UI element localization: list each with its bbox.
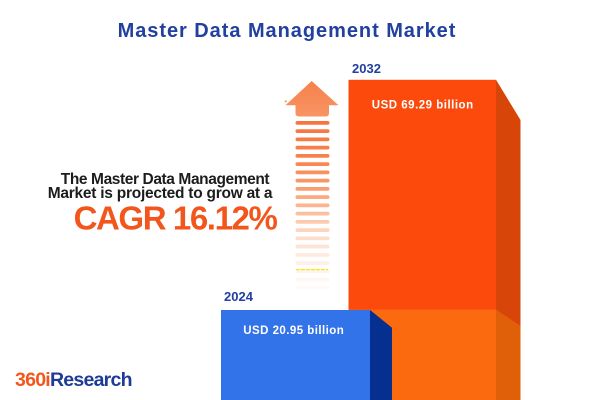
svg-text:CAGR 16.12%: CAGR 16.12%	[74, 199, 278, 236]
svg-text:Market is projected to grow at: Market is projected to grow at a	[48, 185, 273, 202]
svg-text:2024: 2024	[224, 289, 254, 304]
svg-text:Master Data Management Market: Master Data Management Market	[118, 20, 457, 42]
svg-text:The Master Data Management: The Master Data Management	[61, 171, 270, 188]
svg-text:USD 20.95 billion: USD 20.95 billion	[243, 325, 344, 337]
svg-text:360iResearch: 360iResearch	[15, 369, 132, 391]
svg-text:2032: 2032	[352, 61, 381, 76]
svg-text:USD 69.29 billion: USD 69.29 billion	[372, 100, 474, 112]
